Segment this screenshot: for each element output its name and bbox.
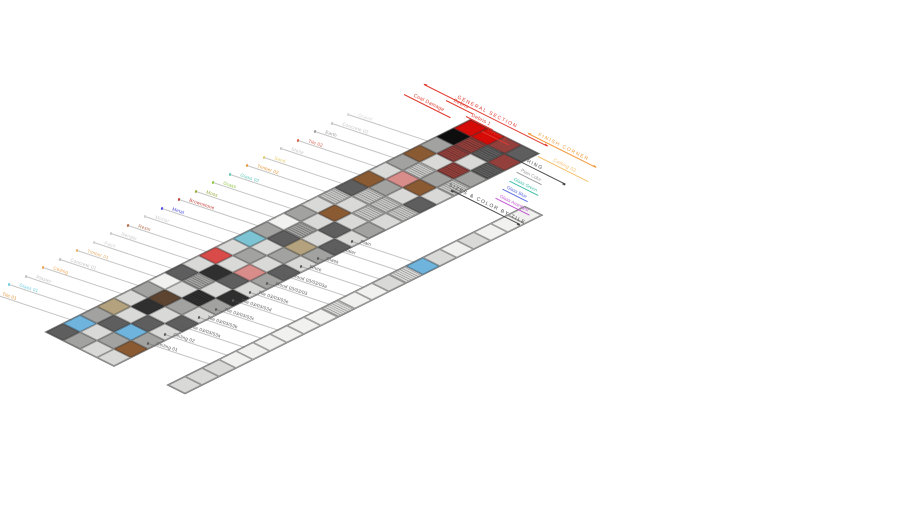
leader-label: Mortar [154, 214, 170, 224]
material-leader: Resin [126, 223, 208, 253]
leader-dot [282, 274, 286, 278]
leader-label: Tile 03/03/03a [189, 323, 222, 339]
leader-dot [160, 206, 164, 210]
leader-label: Tile 03/03/03c [223, 306, 255, 322]
leader-dot [41, 266, 45, 270]
leader-dot [279, 147, 283, 151]
leader-label: Earth [324, 129, 338, 139]
leader-dot [228, 172, 232, 176]
leader-label: Ceiling 01 [155, 340, 179, 353]
leader-label: Brownstone [188, 197, 215, 211]
leader-dot [262, 155, 266, 159]
material-leader: Tile 02 [296, 138, 378, 168]
leader-dot [92, 240, 96, 244]
leader-label: Tile 03/03/03d [240, 298, 273, 313]
material-leader: Concrete 01 [58, 257, 140, 287]
leader-label: Timber 01 [86, 248, 110, 261]
annotation-label: Coal Damage [412, 92, 446, 114]
leader-dot [330, 121, 334, 126]
leader-label: Concrete 02 [341, 121, 369, 135]
annotation-label: FINISH CORNER [537, 132, 591, 163]
material-leader: Glass 02 [228, 172, 310, 202]
leader-dot [245, 164, 249, 168]
material-leader: Earth [313, 129, 395, 159]
leader-label: Water [342, 247, 357, 256]
leader-label: Tile 03/03/03e [257, 289, 290, 305]
leader-label: Metal [171, 206, 185, 215]
leader-dot [143, 215, 147, 219]
leader-label: Ceiling 02 [172, 332, 196, 344]
leader-dot [248, 291, 252, 295]
leader-label: Wood 03/03/03a [291, 272, 328, 289]
material-leader: Grass [211, 180, 293, 210]
annotation-label: Ceiling 02 [551, 157, 578, 175]
tile-name-leader: Plain [350, 238, 415, 263]
material-leader: Render [109, 231, 191, 261]
leader-label: Concrete 01 [69, 257, 97, 271]
leader-label: Plaster [35, 273, 53, 284]
material-leader: Mortar [143, 214, 225, 244]
leader-dot [194, 189, 198, 193]
leader-label: Resin [137, 223, 152, 232]
leader-label: Tile 02 [307, 138, 324, 148]
material-leader: Metal [160, 206, 242, 236]
sizes-color-dimension: SIZES & COLOR BY TILE [448, 182, 527, 226]
material-leader: Ceiling [41, 265, 123, 295]
leader-dot [24, 274, 28, 278]
material-leader: Concrete 02 [330, 121, 412, 151]
leader-label: Moss [205, 189, 219, 198]
leader-label: White [308, 264, 323, 273]
leader-label: Tile 01 [1, 290, 18, 301]
leader-label: Glass [325, 255, 340, 265]
leader-dot [75, 249, 79, 253]
leader-dot [109, 232, 113, 236]
leader-dot [347, 113, 351, 117]
leader-dot [58, 257, 62, 261]
material-leader: Stone [279, 146, 361, 176]
material-leader: Tile 01 [0, 290, 72, 321]
leader-label: Gravel [358, 112, 374, 123]
leader-label: Plain [359, 238, 372, 247]
leader-label: Timber 02 [256, 163, 280, 176]
material-leader: Glass 01 [7, 282, 89, 312]
coal-damage-leader: Coal Damage [403, 92, 451, 119]
leader-label: Grass [222, 180, 237, 190]
leader-dot [313, 130, 317, 134]
leader-dot [177, 198, 181, 202]
leader-label: Render [120, 231, 138, 242]
leader-dot [7, 283, 11, 287]
leader-dot [214, 308, 218, 312]
leader-label: Stone [290, 146, 305, 156]
material-leader: Brownstone [177, 197, 259, 227]
leader-label: Ceiling [52, 265, 69, 276]
leader-label: Paint [103, 240, 116, 249]
leader-dot [146, 342, 150, 346]
leader-label: Glass 01 [18, 282, 39, 294]
leader-dot [211, 181, 215, 185]
leader-label: Tile 03/03/03b [206, 315, 239, 330]
leader-label: Sand [273, 155, 286, 164]
leader-dot [180, 325, 184, 329]
leader-label: Glass 02 [239, 172, 260, 184]
leader-dot [126, 223, 130, 227]
leader-label: Wood 03/03/03 [274, 281, 309, 297]
leader-dot [296, 138, 300, 142]
annotation-label: RING [525, 158, 545, 172]
